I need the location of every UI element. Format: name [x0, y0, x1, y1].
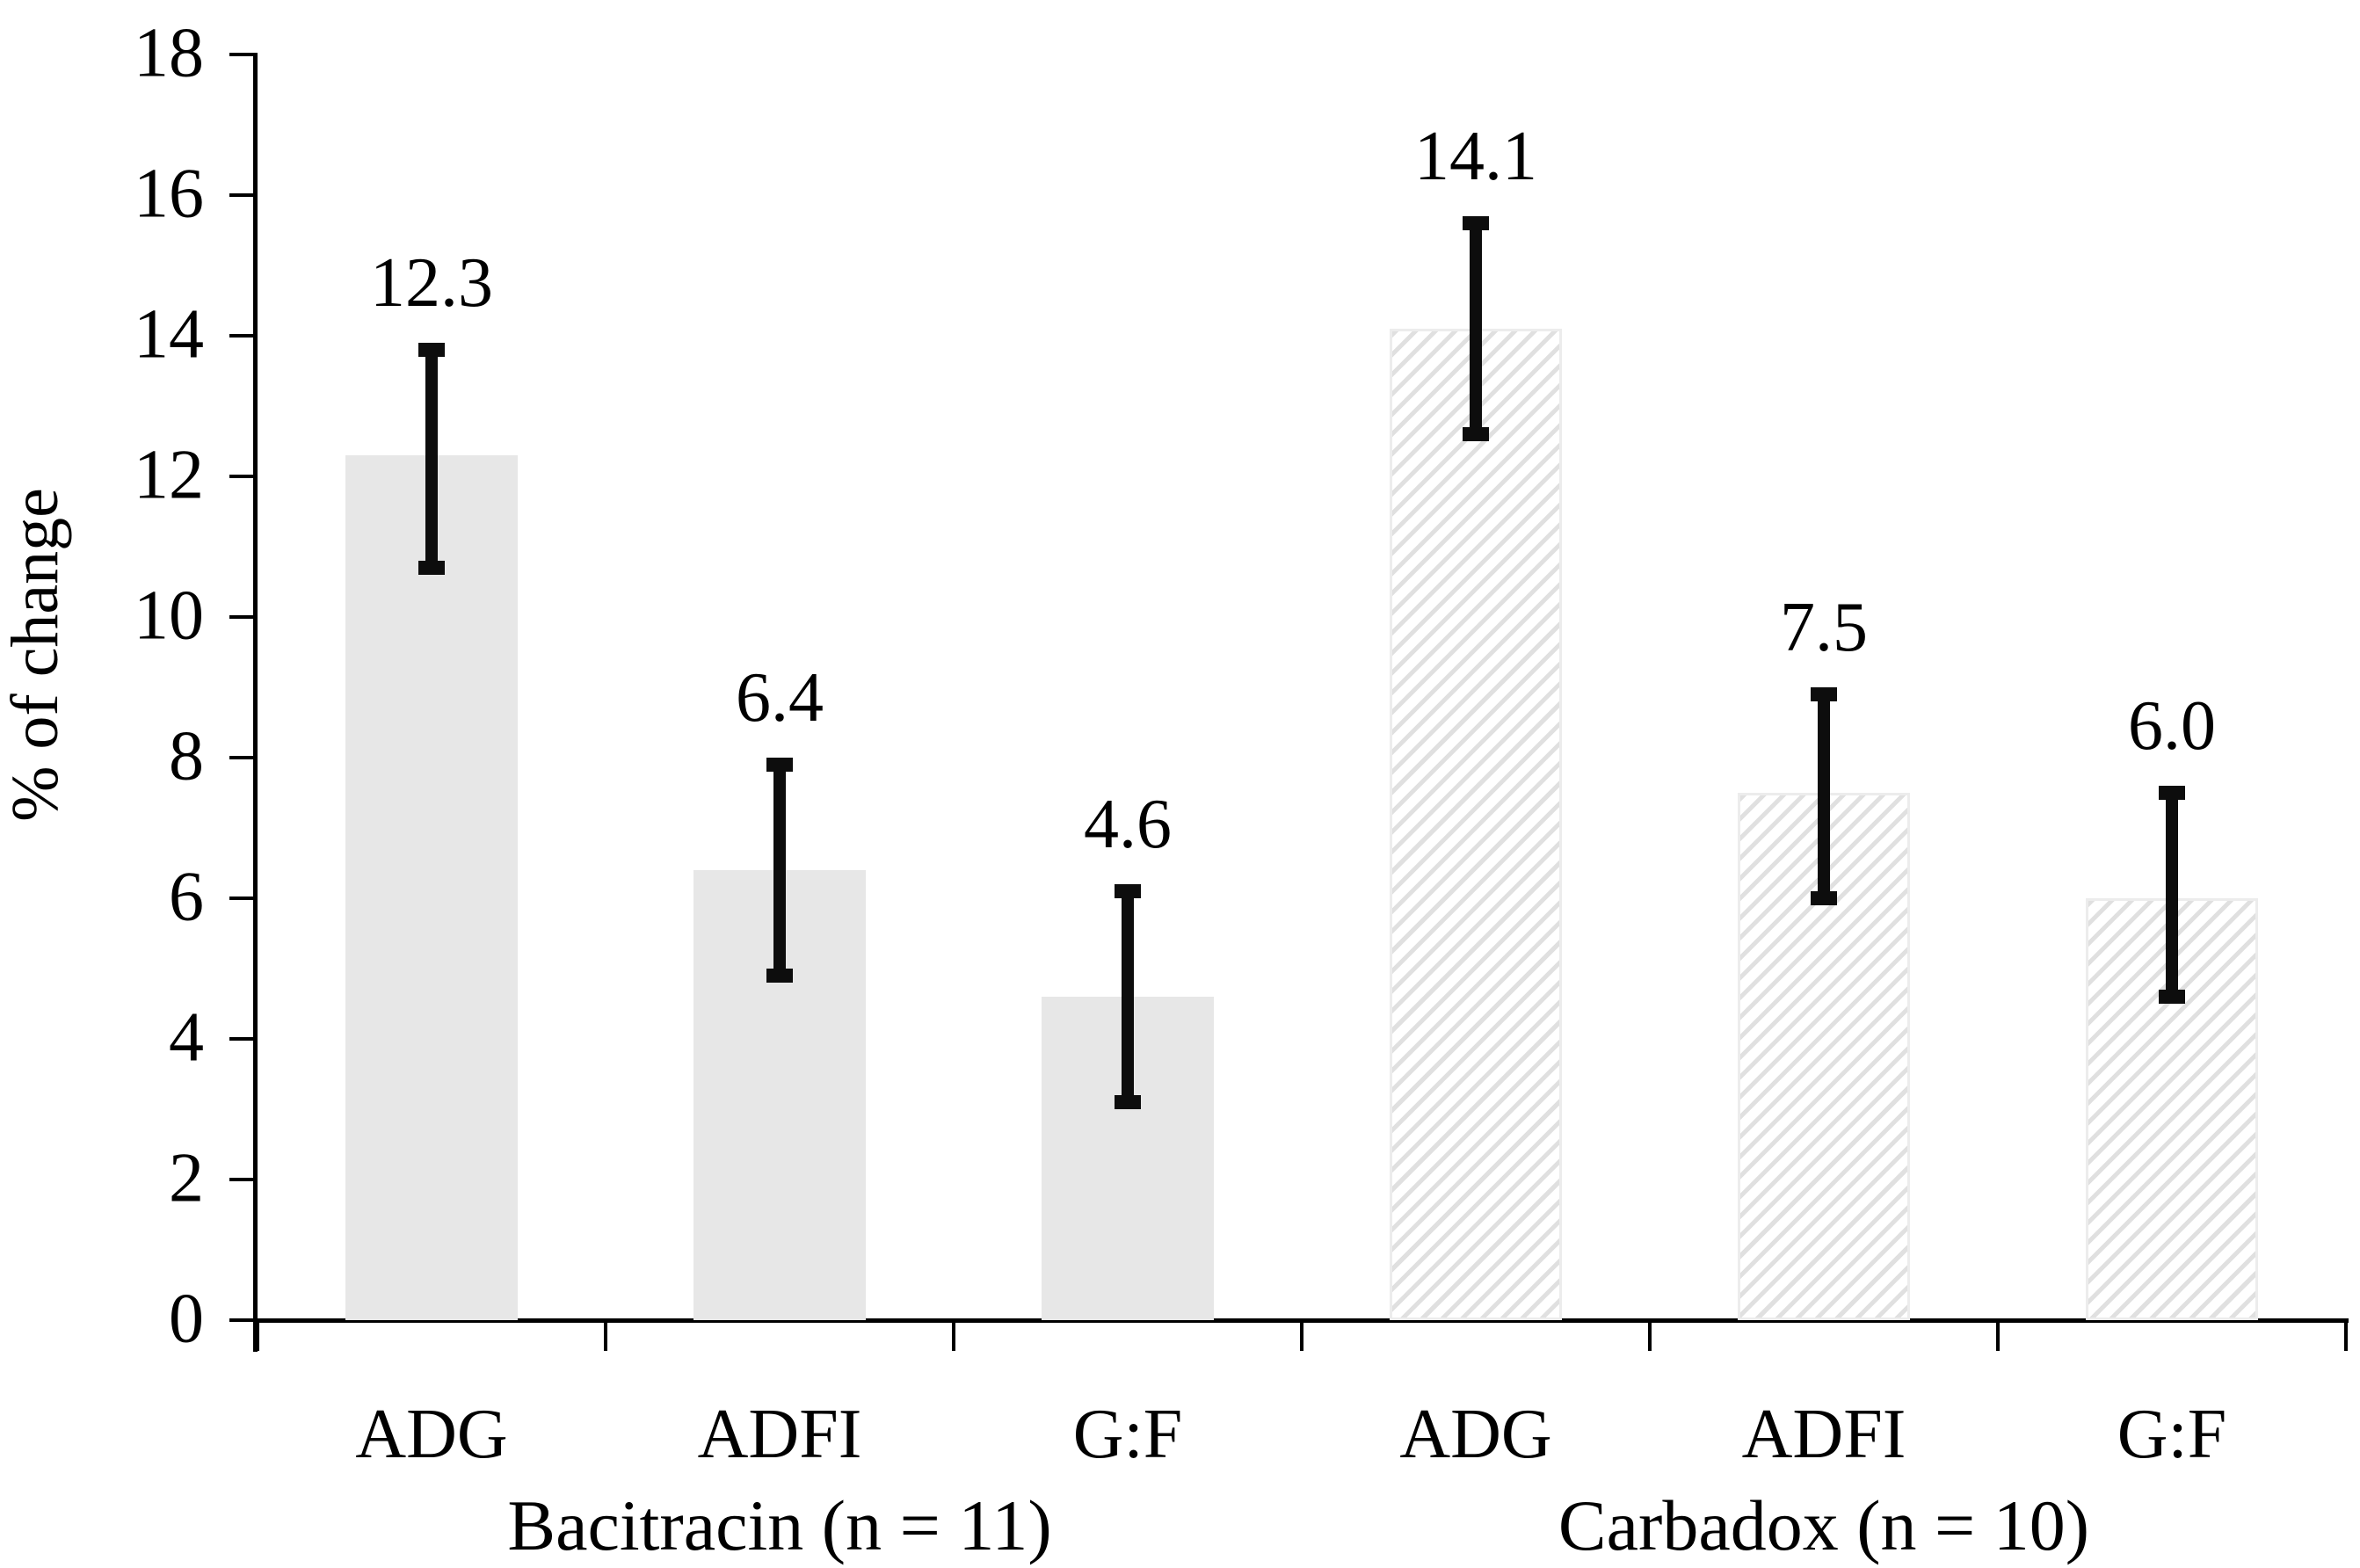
value-label: 12.3 [370, 244, 493, 322]
y-tick [229, 615, 253, 619]
error-bar-bottom-cap [1115, 1095, 1141, 1109]
error-bar [1122, 884, 1134, 1109]
error-bar [425, 343, 438, 575]
category-label: ADFI [1741, 1396, 1906, 1473]
category-label: G:F [1072, 1396, 1183, 1473]
y-tick-label: 14 [134, 295, 204, 374]
y-tick-label: 16 [134, 155, 204, 233]
y-tick [229, 1037, 253, 1041]
x-tick [2344, 1323, 2348, 1351]
y-tick [229, 53, 253, 56]
group-label: Carbadox (n = 10) [1558, 1485, 2090, 1565]
value-label: 4.6 [1084, 786, 1172, 863]
y-tick [229, 334, 253, 338]
category-label: ADG [1399, 1396, 1552, 1473]
x-tick [1648, 1323, 1652, 1351]
y-tick [229, 897, 253, 900]
error-bar-top-cap [1115, 884, 1141, 898]
error-bar-top-cap [766, 758, 793, 772]
category-label: ADG [355, 1396, 508, 1473]
value-label: 14.1 [1414, 118, 1537, 195]
error-bar-bottom-cap [1463, 427, 1489, 441]
bar [1390, 329, 1562, 1320]
y-tick-label: 8 [169, 717, 204, 795]
y-tick [229, 1318, 253, 1322]
y-tick-label: 4 [169, 998, 204, 1077]
x-tick [1996, 1323, 2000, 1351]
category-label: G:F [2117, 1396, 2227, 1473]
error-bar-bottom-cap [2159, 990, 2185, 1004]
x-tick [256, 1323, 259, 1351]
y-tick [229, 475, 253, 478]
x-tick [1300, 1323, 1303, 1351]
y-tick-label: 18 [134, 14, 204, 92]
error-bar-bottom-cap [418, 561, 445, 575]
error-bar [2166, 786, 2178, 1004]
x-tick [952, 1323, 955, 1351]
y-tick-label: 12 [134, 436, 204, 514]
error-bar-top-cap [2159, 786, 2185, 800]
error-bar [773, 758, 786, 983]
bar [345, 455, 518, 1320]
y-tick-label: 6 [169, 858, 204, 936]
y-tick-label: 0 [169, 1280, 204, 1358]
y-axis-line [253, 53, 258, 1352]
x-tick [604, 1323, 607, 1351]
value-label: 6.0 [2128, 687, 2216, 765]
y-tick [229, 193, 253, 197]
error-bar-top-cap [1811, 687, 1837, 701]
y-tick-label: 2 [169, 1139, 204, 1217]
error-bar [1818, 687, 1830, 905]
error-bar [1470, 216, 1482, 441]
category-label: ADFI [697, 1396, 862, 1473]
y-tick-label: 10 [134, 577, 204, 655]
error-bar-top-cap [1463, 216, 1489, 230]
error-bar-bottom-cap [1811, 891, 1837, 905]
error-bar-bottom-cap [766, 969, 793, 983]
error-bar-top-cap [418, 343, 445, 357]
y-tick [229, 1178, 253, 1181]
y-tick [229, 756, 253, 759]
value-label: 7.5 [1780, 589, 1868, 666]
value-label: 6.4 [736, 659, 824, 737]
group-label: Bacitracin (n = 11) [507, 1485, 1052, 1565]
x-axis-line [253, 1318, 2349, 1323]
